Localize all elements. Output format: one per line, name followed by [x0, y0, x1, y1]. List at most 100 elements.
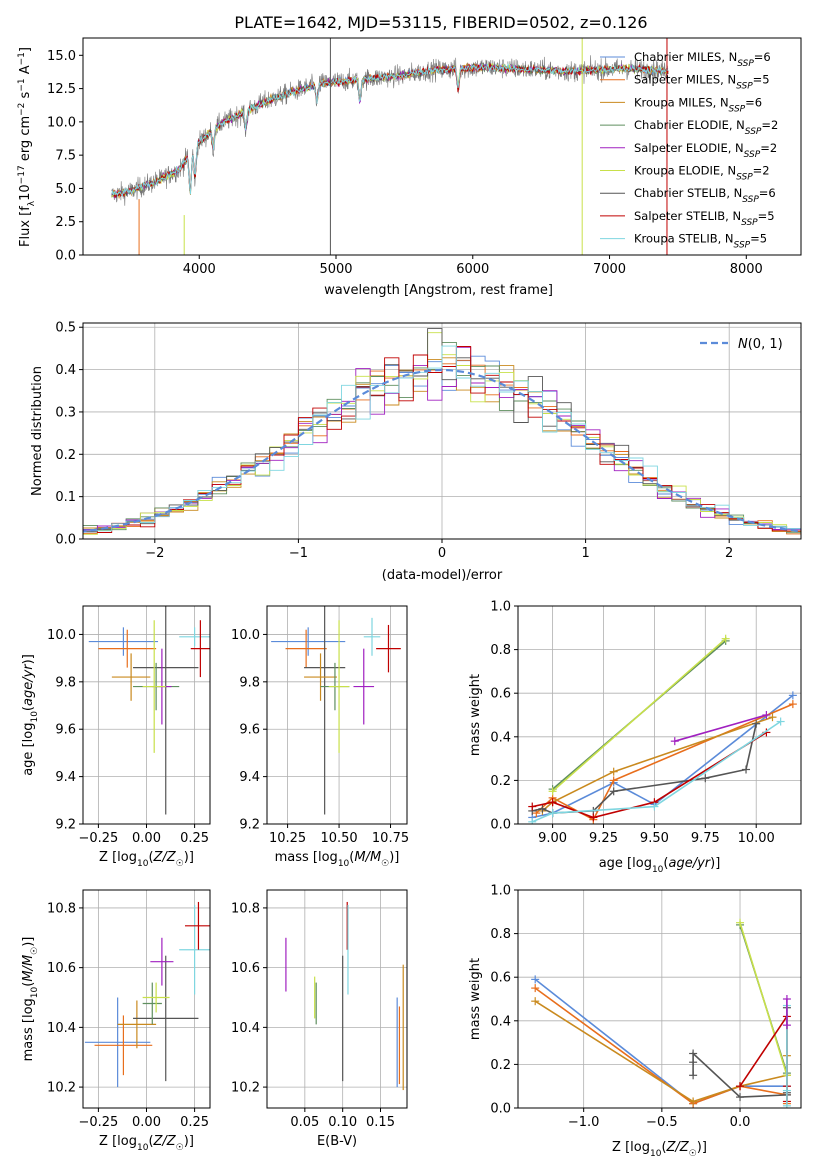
- plot-area: [111, 38, 669, 255]
- y-axis-label: mass weight: [468, 958, 483, 1040]
- x-tick-label: 4000: [183, 262, 216, 277]
- model-spectrum: [111, 61, 669, 198]
- axes-spectrum: 4000 5000 6000 7000 8000 0.0 2.5 5.0 7.5 10.0 12.5…: [17, 37, 802, 298]
- y-axis-label: Normed distribution: [30, 366, 45, 496]
- axes-weight-vs-age: 9.00 9.25 9.50 9.75 10.00 0.0 0.2 0.4 0.6 0.8 1.0 a…: [468, 600, 802, 875]
- data-point: [133, 606, 199, 815]
- y-tick-label: 10.2: [47, 1081, 76, 1096]
- data-point: [353, 648, 375, 725]
- plot-area: [271, 606, 401, 815]
- x-axis-label: Z [log10(Z/Z☉)]: [99, 1134, 194, 1153]
- y-tick-label: 10.0: [47, 628, 76, 643]
- x-axis-label: mass [log10(M/M☉)]: [275, 850, 400, 869]
- legend-entry: N(0, 1): [738, 337, 783, 352]
- x-tick-label: 2: [725, 546, 733, 561]
- y-axis-label: Flux [fλ10−17 erg cm−2 s−1 A−1]: [17, 47, 37, 247]
- y-tick-label: 0.2: [490, 1058, 511, 1073]
- data-point: [328, 620, 350, 753]
- data-point: [304, 606, 346, 815]
- y-tick-label: 2.5: [55, 215, 76, 230]
- y-tick-label: 10.2: [231, 1081, 260, 1096]
- y-axis-label: mass [log10(M/M☉)]: [21, 937, 40, 1062]
- x-tick-label: 0.10: [328, 1115, 357, 1130]
- y-tick-label: 9.8: [55, 675, 76, 690]
- series-line: [541, 716, 773, 812]
- plot-area: [83, 328, 801, 536]
- y-tick-label: 5.0: [55, 182, 76, 197]
- weight-series: [782, 1001, 791, 1108]
- x-tick-label: 8000: [730, 262, 763, 277]
- x-axis-label: Z [log10(Z/Z☉)]: [99, 850, 194, 869]
- weight-series: [736, 918, 791, 1080]
- y-tick-label: 9.2: [55, 818, 76, 833]
- axes-mass-vs-z: −0.25 0.00 0.25 10.2 10.4 10.6 10.8 Z [log10(Z/…: [21, 889, 211, 1153]
- x-tick-label: 10.25: [269, 831, 306, 846]
- data-point: [98, 629, 157, 668]
- x-tick-label: 0.00: [132, 1115, 161, 1130]
- x-tick-label: 1: [581, 546, 589, 561]
- y-tick-label: 0.3: [55, 405, 76, 420]
- y-tick-label: 7.5: [55, 149, 76, 164]
- axes-frame: [82, 37, 802, 256]
- y-tick-label: 9.6: [239, 723, 260, 738]
- axes-frame: [517, 889, 802, 1109]
- legend-entry: Chabrier STELIB, NSSP=6: [634, 186, 776, 205]
- legend-entry: Salpeter ELODIE, NSSP=2: [634, 141, 777, 160]
- x-tick-label: −0.25: [78, 1115, 118, 1130]
- data-point: [142, 982, 162, 1025]
- y-tick-label: 10.0: [231, 628, 260, 643]
- y-axis-label: age [log10(age/yr)]: [21, 654, 40, 776]
- x-tick-label: 0.05: [290, 1115, 319, 1130]
- y-tick-label: 10.4: [47, 1021, 76, 1036]
- y-tick-label: 1.0: [490, 600, 511, 615]
- y-axis-label: mass weight: [468, 674, 483, 756]
- y-tick-label: 10.8: [47, 901, 76, 916]
- data-point: [190, 620, 210, 678]
- axes-weight-vs-z: −1.0 −0.5 0.0 0.0 0.2 0.4 0.6 0.8 1.0 Z [log10(Z/…: [468, 884, 802, 1159]
- series-line: [552, 638, 727, 792]
- data-point: [271, 627, 346, 656]
- y-tick-label: 0.4: [490, 730, 511, 745]
- weight-series: [532, 700, 797, 824]
- x-tick-label: 6000: [456, 262, 489, 277]
- x-tick-label: 0.0: [730, 1115, 751, 1130]
- y-tick-label: 0.0: [55, 533, 76, 548]
- data-point: [84, 997, 151, 1088]
- axes-age-vs-z: −0.25 0.00 0.25 9.2 9.4 9.6 9.8 10.0 Z [log10(Z/…: [21, 605, 211, 869]
- axes-residuals: −2 −1 0 1 2 0.0 0.1 0.2 0.3 0.4 0.5 (data-model)/er…: [30, 321, 802, 583]
- y-tick-label: 0.4: [490, 1014, 511, 1029]
- y-tick-label: 9.8: [239, 675, 260, 690]
- data-point: [285, 629, 327, 668]
- y-tick-label: 0.2: [55, 448, 76, 463]
- legend-entry: Kroupa ELODIE, NSSP=2: [634, 164, 770, 183]
- plot-area: [285, 901, 404, 1091]
- data-point: [304, 653, 337, 701]
- y-tick-label: 10.6: [231, 961, 260, 976]
- legend-entry: Salpeter STELIB, NSSP=5: [634, 209, 775, 228]
- x-tick-label: 9.50: [640, 831, 669, 846]
- x-tick-label: −0.25: [78, 831, 118, 846]
- x-axis-label: Z [log10(Z/Z☉)]: [612, 1140, 707, 1159]
- y-tick-label: 0.6: [490, 971, 511, 986]
- x-tick-label: 0.25: [180, 1115, 209, 1130]
- y-tick-label: 0.0: [490, 818, 511, 833]
- legend: N(0, 1): [700, 337, 783, 352]
- series-line: [739, 922, 788, 1076]
- series-line: [531, 720, 782, 823]
- y-tick-label: 0.4: [55, 363, 76, 378]
- data-point: [179, 627, 210, 647]
- plot-area: [531, 918, 791, 1108]
- model-spectrum: [111, 63, 669, 197]
- x-tick-label: 9.25: [589, 831, 618, 846]
- x-tick-label: 9.00: [538, 831, 567, 846]
- x-tick-label: 0: [438, 546, 446, 561]
- x-tick-label: 7000: [593, 262, 626, 277]
- x-tick-label: 10.50: [320, 831, 357, 846]
- x-tick-label: −2: [145, 546, 164, 561]
- weight-series: [528, 717, 785, 824]
- y-tick-label: 9.6: [55, 723, 76, 738]
- x-tick-label: 10.75: [372, 831, 409, 846]
- data-point: [142, 620, 166, 753]
- data-point: [363, 617, 381, 656]
